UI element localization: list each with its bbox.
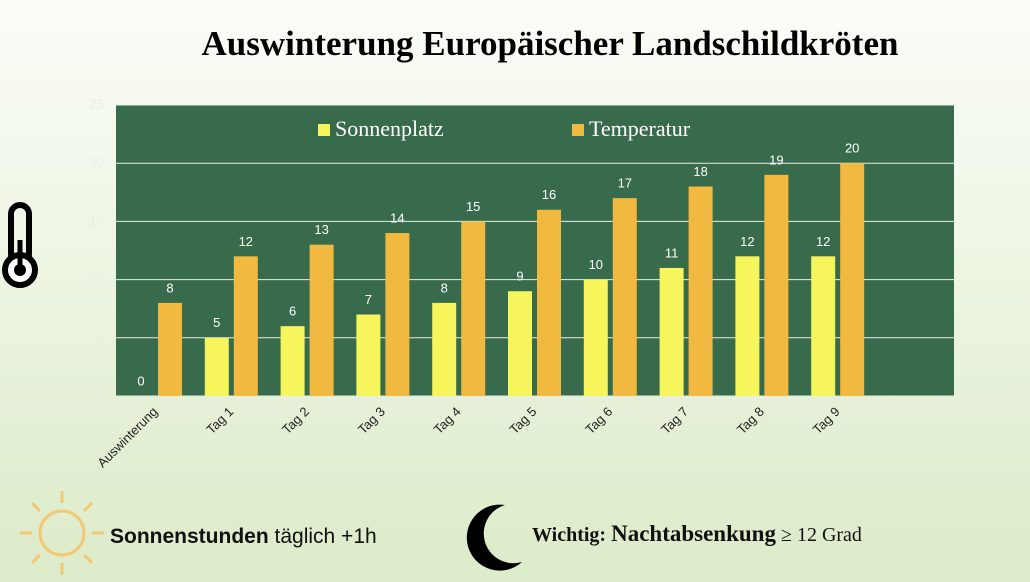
sun-note-text: täglich +1h (275, 525, 377, 548)
value-label: 19 (769, 152, 783, 167)
value-label: 7 (365, 292, 372, 307)
value-label: 17 (618, 176, 632, 191)
value-label: 20 (845, 141, 859, 156)
moon-icon (466, 504, 522, 571)
bar (204, 337, 229, 396)
sun-note: Sonnenstunden täglich +1h (110, 525, 377, 548)
moon-note-label: Wichtig: (532, 524, 606, 546)
bar (583, 279, 608, 396)
y-tick-label: 5 (97, 329, 104, 344)
bar (309, 244, 334, 396)
value-label: 14 (390, 210, 404, 225)
bar (158, 302, 182, 396)
bar (385, 233, 410, 396)
bar (688, 186, 713, 396)
y-tick-label: 20 (90, 155, 104, 170)
y-tick-label: 15 (90, 213, 104, 228)
value-label: 12 (239, 234, 253, 249)
bar (233, 256, 258, 396)
value-label: 0 (137, 373, 144, 388)
thermometer-icon (2, 202, 38, 288)
y-tick-label: 10 (90, 271, 104, 286)
moon-note-text: ≥ 12 Grad (781, 524, 862, 546)
value-label: 18 (693, 164, 707, 179)
bar (461, 221, 486, 396)
moon-note: Wichtig: Nachtabsenkung ≥ 12 Grad (532, 521, 862, 546)
bar (280, 326, 305, 396)
bar (537, 209, 561, 396)
value-label: 10 (589, 257, 603, 272)
value-label: 16 (542, 187, 556, 202)
bar (840, 163, 865, 396)
value-label: 12 (740, 234, 754, 249)
value-label: 13 (314, 222, 328, 237)
value-label: 12 (816, 234, 830, 249)
moon-note-bold: Nachtabsenkung (611, 521, 776, 546)
bar (811, 256, 836, 396)
bar (508, 291, 532, 396)
bar (659, 267, 684, 396)
y-tick-label: 25 (90, 96, 104, 111)
legend-label: Temperatur (589, 116, 691, 141)
sun-note-bold: Sonnenstunden (110, 525, 269, 548)
value-label: 9 (516, 269, 523, 284)
chart-title: Auswinterung Europäischer Landschildkröt… (202, 24, 899, 63)
bar (356, 314, 381, 396)
legend-swatch (572, 124, 584, 136)
y-tick-label: 0 (97, 387, 104, 402)
value-label: 8 (441, 280, 448, 295)
legend-label: Sonnenplatz (335, 116, 444, 141)
bar (764, 174, 789, 396)
value-label: 6 (289, 304, 296, 319)
bar (735, 256, 760, 396)
value-label: 11 (665, 245, 679, 260)
legend-swatch (318, 124, 330, 136)
value-label: 8 (166, 280, 173, 295)
value-label: 5 (213, 315, 220, 330)
bar (432, 302, 457, 396)
sun-icon (20, 491, 104, 575)
bar (612, 198, 637, 396)
value-label: 15 (466, 199, 480, 214)
